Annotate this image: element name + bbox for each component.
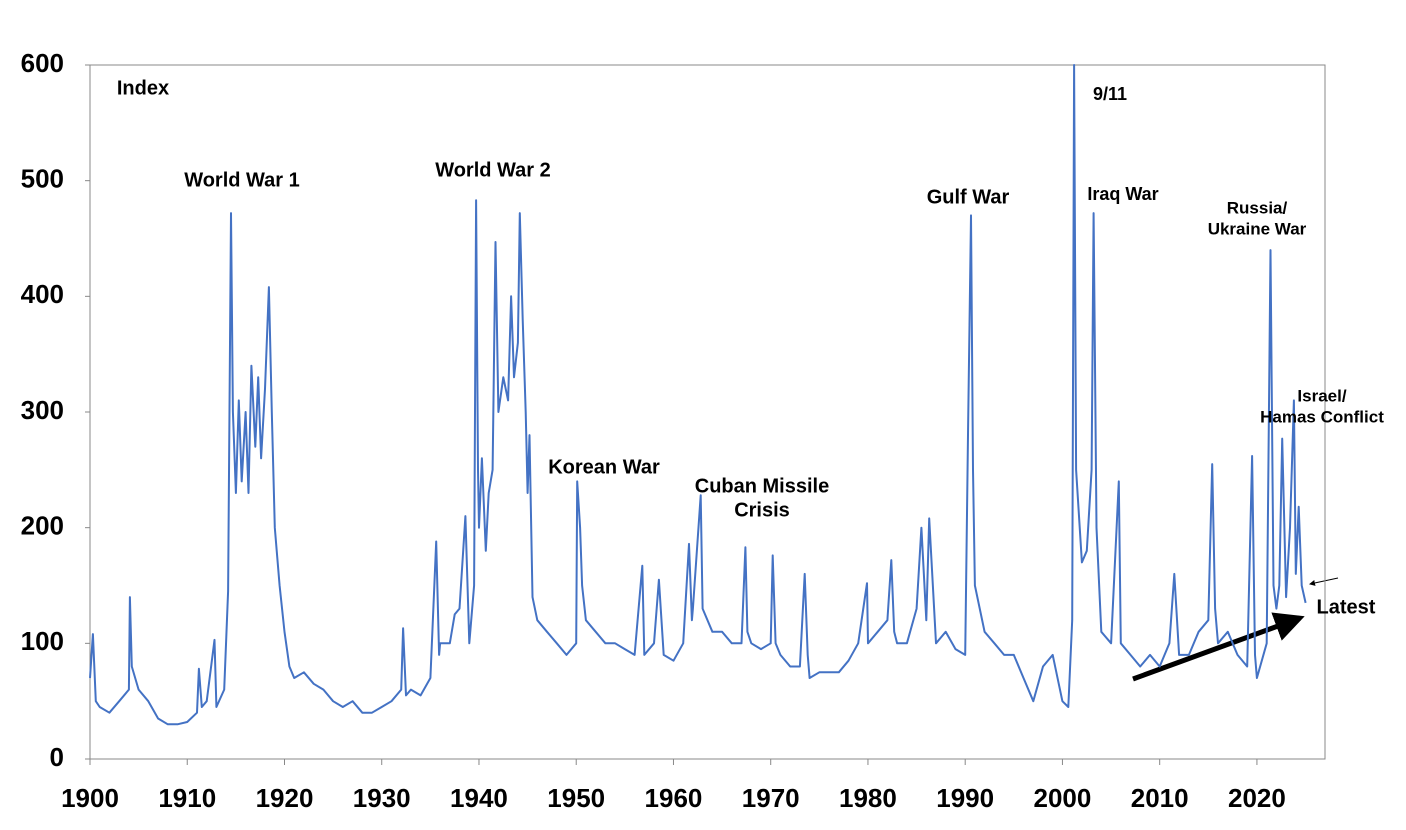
annotation: Israel/ xyxy=(1297,386,1346,405)
annotation: Korean War xyxy=(548,456,660,478)
y-tick-label: 600 xyxy=(21,48,64,78)
trend-arrow xyxy=(1132,612,1305,682)
annotation: 9/11 xyxy=(1093,84,1127,104)
annotation: World War 1 xyxy=(184,169,300,191)
x-tick-label: 1900 xyxy=(61,783,119,813)
y-tick-label: 300 xyxy=(21,395,64,425)
x-tick-label: 1960 xyxy=(645,783,703,813)
annotation: Gulf War xyxy=(927,186,1010,208)
latest-arrow xyxy=(1309,577,1339,586)
x-tick-label: 1950 xyxy=(547,783,605,813)
x-tick-label: 1970 xyxy=(742,783,800,813)
annotation: Latest xyxy=(1317,596,1376,618)
x-tick-label: 1940 xyxy=(450,783,508,813)
x-tick-label: 1980 xyxy=(839,783,897,813)
x-tick-label: 1930 xyxy=(353,783,411,813)
x-tick-label: 1990 xyxy=(936,783,994,813)
annotation: Ukraine War xyxy=(1208,219,1307,238)
y-tick-label: 400 xyxy=(21,279,64,309)
series-line xyxy=(89,64,1307,726)
x-tick-label: 2010 xyxy=(1131,783,1189,813)
annotation: World War 2 xyxy=(435,159,551,181)
annotation: Hamas Conflict xyxy=(1260,407,1384,426)
y-tick-label: 200 xyxy=(21,511,64,541)
x-tick-label: 2020 xyxy=(1228,783,1286,813)
annotation: Cuban Missile xyxy=(695,475,829,497)
y-axis-label: Index xyxy=(117,77,169,99)
y-tick-label: 500 xyxy=(21,164,64,194)
annotation: Crisis xyxy=(734,499,790,521)
y-tick-label: 0 xyxy=(50,742,64,772)
x-tick-label: 1910 xyxy=(158,783,216,813)
y-tick-label: 100 xyxy=(21,626,64,656)
annotation: Iraq War xyxy=(1087,184,1158,204)
x-tick-label: 2000 xyxy=(1034,783,1092,813)
x-tick-label: 1920 xyxy=(256,783,314,813)
annotation: Russia/ xyxy=(1227,198,1288,217)
